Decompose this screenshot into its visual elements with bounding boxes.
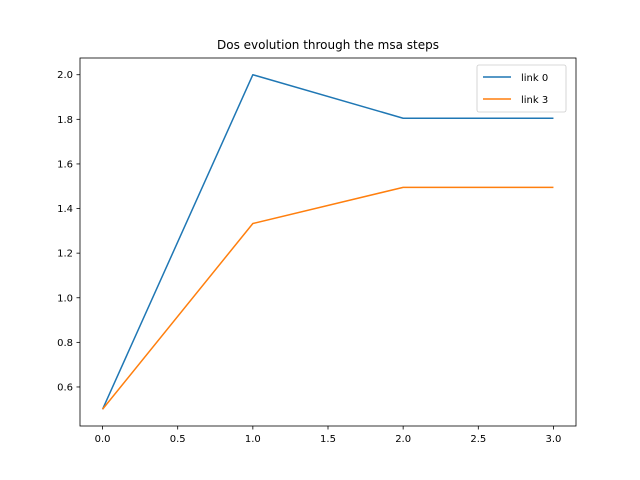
x-tick-label: 3.0 — [546, 434, 562, 445]
x-tick-label: 2.0 — [395, 434, 411, 445]
x-tick-label: 1.0 — [245, 434, 261, 445]
legend-label-0: link 0 — [521, 73, 548, 84]
y-tick-label: 1.8 — [57, 115, 73, 126]
y-axis: 0.6 0.8 1.0 1.2 1.4 1.6 1.8 2.0 — [57, 70, 80, 393]
x-tick-label: 0.5 — [170, 434, 186, 445]
legend: link 0 link 3 — [476, 64, 567, 113]
y-tick-label: 1.2 — [57, 249, 73, 260]
series-line-1 — [101, 186, 554, 410]
series-layer — [101, 73, 554, 410]
x-tick-label: 1.5 — [320, 434, 336, 445]
legend-label-1: link 3 — [521, 95, 548, 106]
y-tick-label: 0.6 — [57, 382, 73, 393]
series-line-0 — [101, 73, 554, 410]
x-axis: 0.0 0.5 1.0 1.5 2.0 2.5 3.0 — [95, 426, 562, 445]
y-tick-label: 2.0 — [57, 70, 73, 81]
chart-title: Dos evolution through the msa steps — [217, 38, 439, 52]
x-tick-label: 0.0 — [95, 434, 111, 445]
y-tick-label: 1.4 — [57, 204, 73, 215]
x-tick-label: 2.5 — [470, 434, 486, 445]
y-tick-label: 1.6 — [57, 159, 73, 170]
y-tick-label: 1.0 — [57, 293, 73, 304]
y-tick-label: 0.8 — [57, 338, 73, 349]
